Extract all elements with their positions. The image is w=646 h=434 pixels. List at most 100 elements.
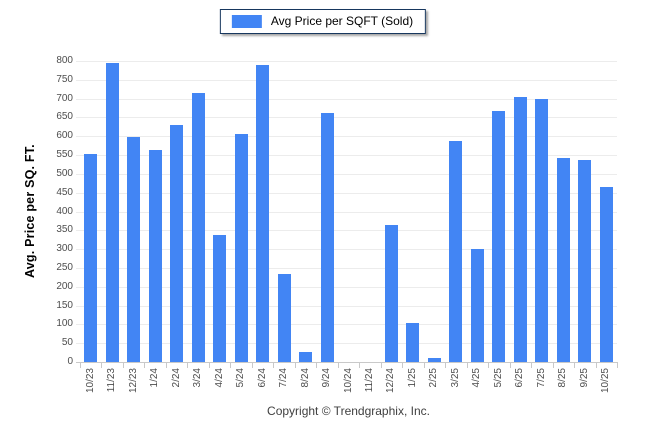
bar-3/24 [192, 93, 205, 362]
y-tick-label: 150 [56, 300, 73, 311]
y-tick-label: 300 [56, 243, 73, 254]
x-tick-mark [144, 363, 145, 368]
x-tick-mark [574, 363, 575, 368]
x-tick-mark [209, 363, 210, 368]
bar-10/25 [600, 187, 613, 362]
x-tick-mark [467, 363, 468, 368]
x-tick-label: 3/24 [192, 368, 203, 388]
y-tick-label: 100 [56, 318, 73, 329]
bar-4/24 [213, 235, 226, 362]
x-tick-mark [424, 363, 425, 368]
x-tick-mark [187, 363, 188, 368]
gridline-200 [76, 287, 617, 288]
bar-1/24 [149, 150, 162, 362]
x-tick-mark [166, 363, 167, 368]
x-tick-mark [252, 363, 253, 368]
x-tick-label: 10/23 [85, 368, 96, 394]
bar-7/24 [278, 274, 291, 362]
y-tick-label: 450 [56, 187, 73, 198]
x-tick-label: 4/24 [214, 368, 225, 388]
y-tick-label: 600 [56, 130, 73, 141]
x-tick-label: 10/25 [600, 368, 611, 394]
bar-12/24 [385, 225, 398, 362]
y-tick-label: 800 [56, 55, 73, 66]
y-tick-label: 650 [56, 111, 73, 122]
x-tick-mark [488, 363, 489, 368]
bar-5/24 [235, 134, 248, 362]
x-tick-mark [531, 363, 532, 368]
x-tick-label: 9/25 [579, 368, 590, 388]
x-tick-mark [510, 363, 511, 368]
gridline-500 [76, 174, 617, 175]
x-tick-label: 9/24 [321, 368, 332, 388]
gridline-600 [76, 136, 617, 137]
bar-3/25 [449, 141, 462, 362]
x-tick-label: 4/25 [471, 368, 482, 388]
y-tick-label: 550 [56, 149, 73, 160]
x-tick-mark [123, 363, 124, 368]
bar-10/23 [84, 154, 97, 362]
x-tick-mark [381, 363, 382, 368]
x-tick-label: 2/25 [428, 368, 439, 388]
y-tick-label: 350 [56, 224, 73, 235]
gridline-300 [76, 249, 617, 250]
bar-2/24 [170, 125, 183, 362]
gridline-700 [76, 99, 617, 100]
gridline-100 [76, 324, 617, 325]
gridline-800 [76, 61, 617, 62]
x-tick-label: 3/25 [450, 368, 461, 388]
x-tick-label: 8/25 [557, 368, 568, 388]
gridline-750 [76, 80, 617, 81]
x-tick-mark [553, 363, 554, 368]
bar-8/24 [299, 352, 312, 362]
bar-5/25 [492, 111, 505, 362]
x-tick-mark [445, 363, 446, 368]
x-tick-label: 6/25 [514, 368, 525, 388]
gridline-400 [76, 212, 617, 213]
x-tick-mark [338, 363, 339, 368]
x-axis-line [76, 362, 618, 363]
x-tick-label: 5/24 [235, 368, 246, 388]
gridline-650 [76, 117, 617, 118]
bar-6/24 [256, 65, 269, 362]
x-tick-label: 12/24 [385, 368, 396, 394]
x-tick-label: 11/23 [106, 368, 117, 393]
x-tick-label: 7/25 [536, 368, 547, 388]
y-tick-label: 200 [56, 281, 73, 292]
bar-9/24 [321, 113, 334, 362]
y-tick-label: 750 [56, 74, 73, 85]
x-tick-mark [273, 363, 274, 368]
x-tick-label: 5/25 [493, 368, 504, 388]
bar-6/25 [514, 97, 527, 362]
gridline-150 [76, 306, 617, 307]
x-tick-label: 2/24 [171, 368, 182, 388]
x-tick-label: 12/23 [128, 368, 139, 394]
y-tick-label: 0 [67, 356, 73, 367]
y-tick-label: 400 [56, 206, 73, 217]
y-tick-label: 50 [61, 337, 73, 348]
x-tick-mark [596, 363, 597, 368]
x-tick-mark [359, 363, 360, 368]
x-tick-mark [316, 363, 317, 368]
x-tick-label: 7/24 [278, 368, 289, 388]
x-tick-mark [80, 363, 81, 368]
gridline-250 [76, 268, 617, 269]
x-tick-label: 1/25 [407, 368, 418, 388]
bar-2/25 [428, 358, 441, 362]
bar-11/23 [106, 63, 119, 362]
x-tick-label: 8/24 [300, 368, 311, 388]
copyright-text: Copyright © Trendgraphix, Inc. [267, 404, 430, 418]
gridline-50 [76, 343, 617, 344]
y-tick-label: 500 [56, 168, 73, 179]
legend: Avg Price per SQFT (Sold) [219, 9, 427, 34]
x-tick-mark [617, 363, 618, 368]
x-tick-mark [295, 363, 296, 368]
x-tick-label: 10/24 [343, 368, 354, 394]
bar-8/25 [557, 158, 570, 362]
bar-9/25 [578, 160, 591, 362]
y-tick-label: 700 [56, 93, 73, 104]
bar-1/25 [406, 323, 419, 362]
x-tick-label: 6/24 [257, 368, 268, 388]
bar-12/23 [127, 137, 140, 362]
